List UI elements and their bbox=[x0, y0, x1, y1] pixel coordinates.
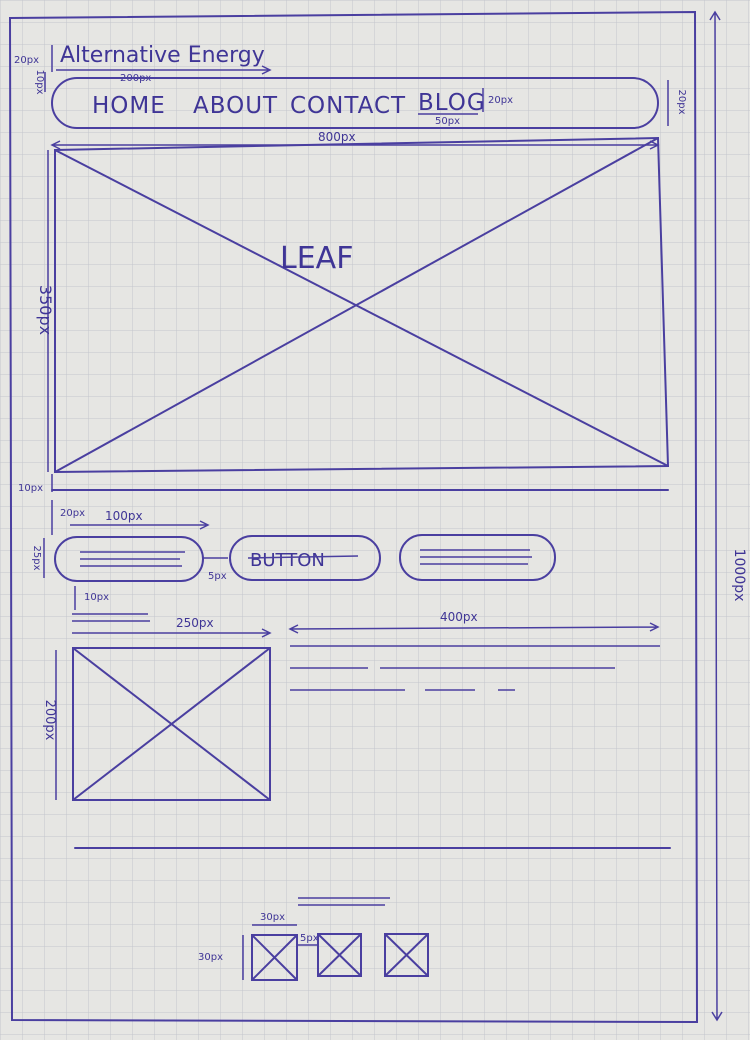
nav-item[interactable]: CONTACT bbox=[290, 93, 406, 119]
button[interactable] bbox=[54, 536, 204, 582]
button-text-lines bbox=[420, 549, 532, 565]
button[interactable] bbox=[399, 534, 556, 581]
gap-label: 10px bbox=[34, 70, 45, 95]
nav-item[interactable]: BLOG bbox=[418, 90, 486, 116]
social-icon[interactable] bbox=[251, 934, 298, 981]
title-height-label: 20px bbox=[14, 55, 39, 66]
page-height-label: 1000px bbox=[731, 549, 747, 602]
content-image bbox=[72, 647, 271, 801]
buttons-gap-label: 20px bbox=[60, 508, 85, 519]
item-height-label: 20px bbox=[488, 95, 513, 106]
buttons-bottom-label: 10px bbox=[84, 592, 109, 603]
image-height-label: 200px bbox=[42, 700, 57, 741]
site-title: Alternative Energy bbox=[60, 43, 265, 68]
button-width-arrow bbox=[70, 520, 210, 530]
strike-line bbox=[247, 555, 359, 559]
bar-height-label: 20px bbox=[676, 90, 687, 115]
social-icon[interactable] bbox=[384, 933, 429, 977]
text-width-label: 400px bbox=[440, 610, 478, 624]
nav-item[interactable]: HOME bbox=[92, 93, 166, 119]
bar-width-label: 800px bbox=[318, 130, 356, 144]
text-width-arrow bbox=[288, 622, 660, 634]
nav-bar bbox=[51, 77, 659, 129]
hero-label: LEAF bbox=[280, 241, 353, 276]
hero-height-label: 350px bbox=[36, 285, 55, 335]
heading-lines bbox=[72, 613, 150, 622]
nav-item[interactable]: ABOUT bbox=[193, 93, 278, 119]
button-height-label: 25px bbox=[31, 546, 42, 571]
button-width-label: 100px bbox=[105, 509, 143, 523]
title-width-arrow bbox=[56, 65, 272, 75]
image-width-arrow bbox=[72, 628, 272, 638]
icon-spacing-label: 5px bbox=[300, 933, 319, 944]
button[interactable] bbox=[229, 535, 381, 581]
icon-height-label: 30px bbox=[198, 952, 223, 963]
hero-gap-label: 10px bbox=[18, 483, 43, 494]
social-icon[interactable] bbox=[317, 933, 362, 977]
footer-lines bbox=[298, 897, 390, 906]
image-width-label: 250px bbox=[176, 616, 214, 630]
icon-width-label: 30px bbox=[260, 912, 285, 923]
page-height-arrow bbox=[709, 10, 723, 1022]
button-label: BUTTON bbox=[250, 550, 325, 571]
hero-image bbox=[54, 136, 670, 474]
page-border bbox=[8, 10, 699, 1024]
button-spacing-label: 5px bbox=[208, 571, 227, 582]
item-width-label: 50px bbox=[435, 116, 460, 127]
button-text-lines bbox=[80, 551, 185, 567]
text-lines bbox=[290, 645, 660, 691]
